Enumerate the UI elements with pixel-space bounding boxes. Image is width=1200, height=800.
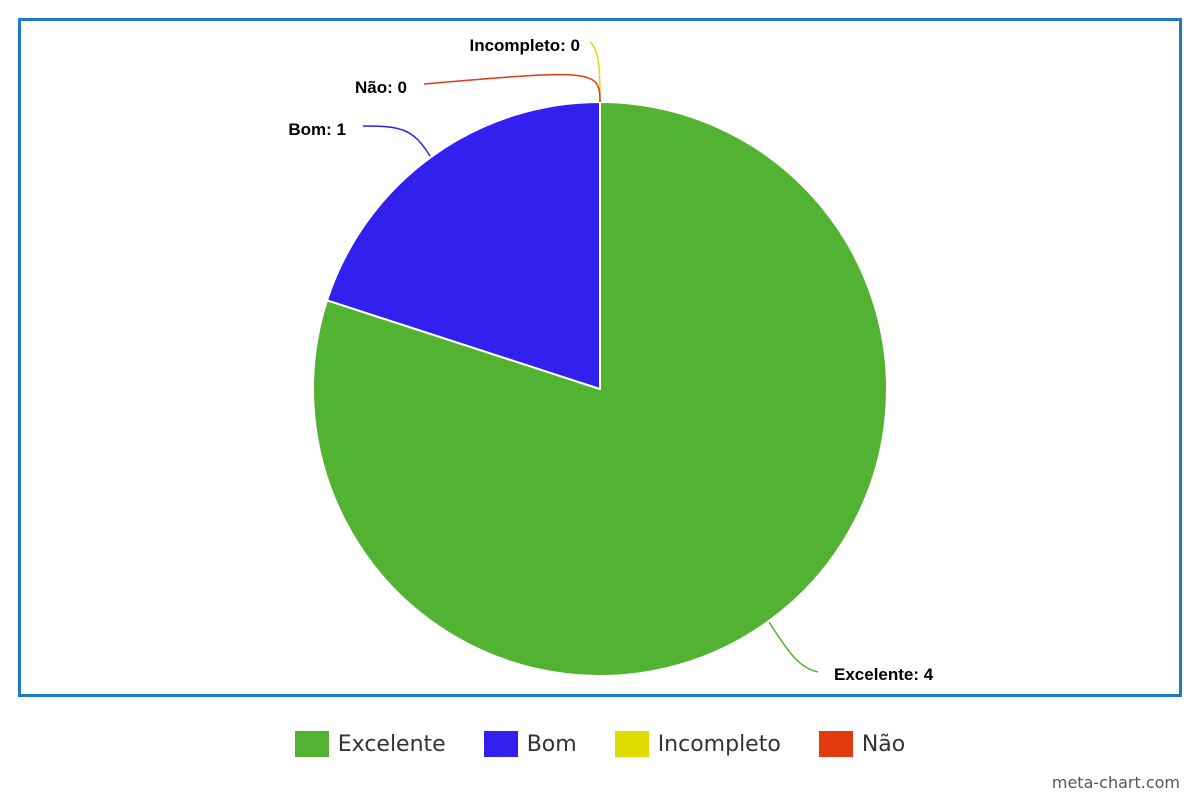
data-label-excelente: Excelente: 4 xyxy=(834,665,934,684)
legend-label-excelente: Excelente xyxy=(338,732,446,757)
legend-label-nao: Não xyxy=(862,732,905,757)
credit-text[interactable]: meta-chart.com xyxy=(1052,773,1180,792)
legend-swatch-excelente xyxy=(295,731,329,757)
legend-label-bom: Bom xyxy=(527,732,577,757)
legend-label-incompleto: Incompleto xyxy=(658,732,781,757)
legend-swatch-incompleto xyxy=(615,731,649,757)
legend-swatch-nao xyxy=(819,731,853,757)
data-label-incompleto: Incompleto: 0 xyxy=(469,36,580,55)
legend-item-excelente[interactable]: Excelente xyxy=(295,731,446,757)
data-label-bom: Bom: 1 xyxy=(288,120,346,139)
legend-swatch-bom xyxy=(484,731,518,757)
legend-item-nao[interactable]: Não xyxy=(819,731,905,757)
data-label-nao: Não: 0 xyxy=(355,78,407,97)
legend-item-bom[interactable]: Bom xyxy=(484,731,577,757)
legend: Excelente Bom Incompleto Não xyxy=(0,731,1200,757)
legend-item-incompleto[interactable]: Incompleto xyxy=(615,731,781,757)
